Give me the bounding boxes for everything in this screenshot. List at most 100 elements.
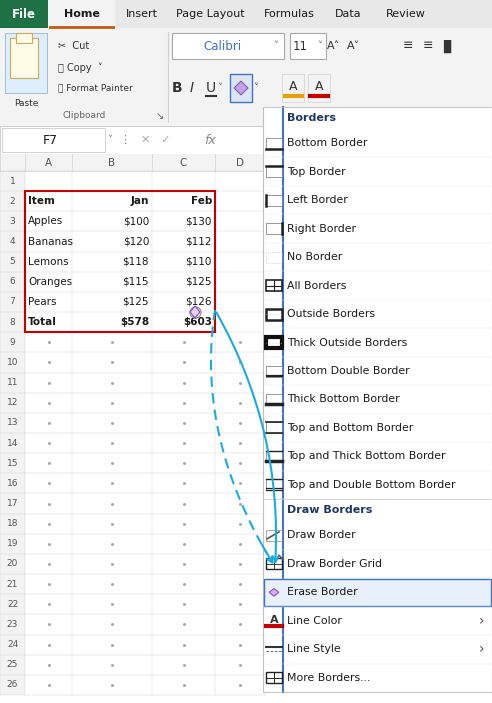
Bar bbox=[0, 292, 25, 312]
Text: Formulas: Formulas bbox=[264, 9, 314, 19]
Bar bbox=[266, 423, 282, 434]
Bar bbox=[10, 38, 38, 78]
Bar bbox=[0, 453, 25, 473]
Text: 15: 15 bbox=[7, 459, 18, 467]
Text: Lemons: Lemons bbox=[28, 257, 68, 266]
Text: Bottom Border: Bottom Border bbox=[287, 138, 368, 148]
Text: D: D bbox=[236, 157, 244, 167]
Text: More Borders...: More Borders... bbox=[287, 673, 370, 683]
Text: $578: $578 bbox=[120, 317, 149, 327]
Text: 22: 22 bbox=[7, 600, 18, 609]
Text: ≡: ≡ bbox=[423, 39, 433, 53]
Text: $125: $125 bbox=[123, 297, 149, 307]
Text: Page Layout: Page Layout bbox=[176, 9, 245, 19]
Bar bbox=[0, 473, 25, 494]
Text: 8: 8 bbox=[10, 318, 15, 327]
Text: Jan: Jan bbox=[130, 196, 149, 206]
Text: 26: 26 bbox=[7, 681, 18, 690]
Bar bbox=[0, 212, 25, 231]
Text: A: A bbox=[45, 157, 52, 167]
Text: Line Color: Line Color bbox=[287, 616, 342, 626]
Text: A: A bbox=[289, 79, 297, 93]
Text: $603: $603 bbox=[183, 317, 212, 327]
Text: I: I bbox=[190, 81, 194, 95]
Text: Top and Bottom Border: Top and Bottom Border bbox=[287, 423, 413, 433]
Text: $110: $110 bbox=[185, 257, 212, 266]
Text: Borders: Borders bbox=[287, 113, 336, 123]
Bar bbox=[266, 166, 282, 177]
Text: Top Border: Top Border bbox=[287, 167, 345, 176]
Bar bbox=[0, 0, 48, 28]
Text: Oranges: Oranges bbox=[28, 277, 72, 287]
Text: 4: 4 bbox=[10, 237, 15, 246]
Bar bbox=[0, 191, 25, 212]
Text: 3: 3 bbox=[10, 217, 15, 226]
Bar bbox=[0, 433, 25, 453]
Text: Bananas: Bananas bbox=[28, 236, 73, 247]
Text: Item: Item bbox=[28, 196, 55, 206]
Text: A˄: A˄ bbox=[327, 41, 340, 51]
Bar bbox=[253, 0, 325, 28]
Text: ⋮: ⋮ bbox=[120, 135, 130, 145]
Bar bbox=[172, 33, 284, 59]
Bar bbox=[0, 28, 492, 126]
Text: A˅: A˅ bbox=[347, 41, 361, 51]
Text: B: B bbox=[172, 81, 183, 95]
Bar bbox=[16, 33, 32, 43]
Text: 19: 19 bbox=[7, 539, 18, 548]
Bar bbox=[230, 74, 252, 102]
Text: Clipboard: Clipboard bbox=[62, 112, 106, 120]
Text: $115: $115 bbox=[123, 277, 149, 287]
Text: ˅: ˅ bbox=[317, 41, 322, 51]
Bar bbox=[266, 337, 282, 348]
Text: ˅: ˅ bbox=[274, 41, 278, 51]
Bar bbox=[0, 171, 25, 191]
Polygon shape bbox=[269, 588, 279, 596]
Text: 9: 9 bbox=[10, 338, 15, 347]
Text: ↘: ↘ bbox=[156, 111, 164, 121]
Bar bbox=[266, 451, 282, 462]
Polygon shape bbox=[234, 81, 248, 95]
Text: ›: › bbox=[479, 614, 485, 628]
Text: 14: 14 bbox=[7, 439, 18, 448]
Text: Data: Data bbox=[335, 9, 361, 19]
Text: ˅: ˅ bbox=[253, 83, 258, 93]
Text: 13: 13 bbox=[7, 418, 18, 427]
Text: F7: F7 bbox=[42, 134, 58, 146]
Bar bbox=[2, 128, 105, 152]
Text: 🖌 Format Painter: 🖌 Format Painter bbox=[58, 84, 133, 93]
Text: Apples: Apples bbox=[28, 217, 63, 226]
Text: ≡: ≡ bbox=[403, 39, 413, 53]
Bar bbox=[0, 352, 25, 373]
Bar bbox=[0, 675, 25, 695]
Bar bbox=[266, 252, 282, 263]
Text: Draw Borders: Draw Borders bbox=[287, 505, 372, 515]
Text: 25: 25 bbox=[7, 660, 18, 669]
Text: No Border: No Border bbox=[287, 252, 342, 262]
Text: Feb: Feb bbox=[190, 196, 212, 206]
Text: 18: 18 bbox=[7, 520, 18, 528]
Text: Draw Border: Draw Border bbox=[287, 530, 356, 541]
Text: fx: fx bbox=[204, 134, 216, 146]
Bar bbox=[0, 635, 25, 654]
Text: $126: $126 bbox=[185, 297, 212, 307]
Text: 24: 24 bbox=[7, 640, 18, 649]
Text: $118: $118 bbox=[123, 257, 149, 266]
Text: $125: $125 bbox=[185, 277, 212, 287]
Text: Top and Thick Bottom Border: Top and Thick Bottom Border bbox=[287, 451, 445, 461]
Text: Line Style: Line Style bbox=[287, 644, 340, 654]
Text: ✂  Cut: ✂ Cut bbox=[58, 41, 89, 51]
Bar bbox=[0, 373, 25, 393]
Text: Thick Bottom Border: Thick Bottom Border bbox=[287, 394, 400, 404]
Bar bbox=[0, 594, 25, 614]
Bar bbox=[266, 309, 282, 320]
Text: 10: 10 bbox=[7, 358, 18, 367]
Text: 21: 21 bbox=[7, 580, 18, 588]
Text: $130: $130 bbox=[185, 217, 212, 226]
Bar bbox=[25, 191, 215, 333]
Polygon shape bbox=[190, 306, 200, 318]
Bar bbox=[266, 366, 282, 377]
Bar bbox=[168, 0, 253, 28]
Bar bbox=[266, 672, 282, 683]
Text: Home: Home bbox=[63, 9, 99, 19]
